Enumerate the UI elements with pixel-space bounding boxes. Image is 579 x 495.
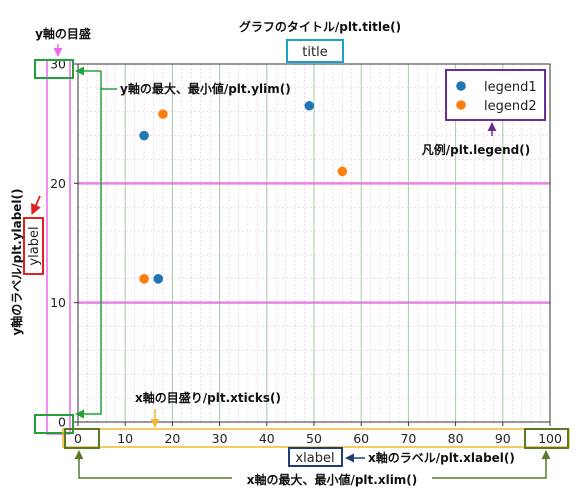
series-2-point: [139, 274, 149, 284]
data-points: [139, 100, 348, 284]
title-box: [286, 39, 344, 63]
ylabel-text-group: ylabel: [27, 226, 42, 265]
x-tick-label: 60: [353, 431, 369, 446]
xlim-max-box: [524, 428, 569, 449]
xlim-caption-bg: [232, 471, 432, 487]
y-axis-label: ylabel: [27, 226, 42, 265]
xlim-caption: x軸の最大、最小値/plt.xlim(): [247, 472, 418, 487]
legend-caption: 凡例/plt.legend(): [422, 142, 530, 157]
y-tick-label: 20: [50, 176, 66, 191]
ylim-caption: y軸の最大、最小値/plt.ylim(): [120, 81, 291, 96]
series-1-point: [139, 130, 149, 141]
x-tick-label: 10: [117, 431, 133, 446]
legend-marker-1: [456, 81, 466, 91]
x-tick-label: 90: [495, 431, 511, 446]
x-tick-label: 70: [400, 431, 416, 446]
title-caption: グラフのタイトル/plt.title(): [239, 19, 401, 34]
yticks-box: [46, 59, 71, 435]
x-axis-label: xlabel: [295, 451, 334, 466]
yticks-caption: y軸の目盛: [35, 26, 91, 41]
series-2-point: [158, 109, 168, 119]
ylim-min-box: [34, 414, 74, 434]
series-1-point: [304, 100, 315, 111]
xlabel-caption: x軸のラベル/plt.xlabel(): [368, 450, 515, 465]
legend-marker-2: [456, 100, 466, 110]
series-1-point: [153, 274, 164, 284]
y-tick-label: 10: [50, 295, 66, 310]
legend-label-1: legend1: [484, 80, 537, 95]
x-tick-label: 50: [306, 431, 322, 446]
x-tick-label: 40: [259, 431, 275, 446]
y-tick-label: 0: [58, 415, 66, 430]
ylim-max-box: [34, 59, 74, 79]
legend-frame: [445, 69, 546, 121]
major-grid: [78, 64, 550, 422]
x-tick-label: 30: [212, 431, 228, 446]
legend-label-2: legend2: [484, 99, 537, 114]
y-tick-label: 30: [50, 57, 66, 72]
series-2-point: [337, 166, 348, 177]
ylabel-caption-group: y軸のラベル/plt.ylabel(): [9, 188, 24, 335]
axis-ticks: 0 10 20 30 40 50 60 70 80 90 100 0 10 20 30: [50, 57, 562, 447]
ylabel-box: [23, 217, 44, 275]
legend: legend1 legend2: [445, 69, 546, 121]
x-tick-label: 20: [164, 431, 180, 446]
ylabel-caption: y軸のラベル/plt.ylabel(): [9, 188, 24, 335]
xticks-caption: x軸の目盛り/plt.xticks(): [135, 390, 281, 405]
ylabel-arrow: [31, 195, 41, 215]
x-tick-label: 0: [74, 431, 82, 446]
chart-title: title: [302, 45, 327, 60]
xlabel-box: [288, 447, 343, 467]
ylim-bracket: [75, 88, 117, 419]
x-tick-label: 80: [448, 431, 464, 446]
xlim-min-box: [64, 428, 100, 449]
x-tick-label: 100: [538, 431, 562, 446]
